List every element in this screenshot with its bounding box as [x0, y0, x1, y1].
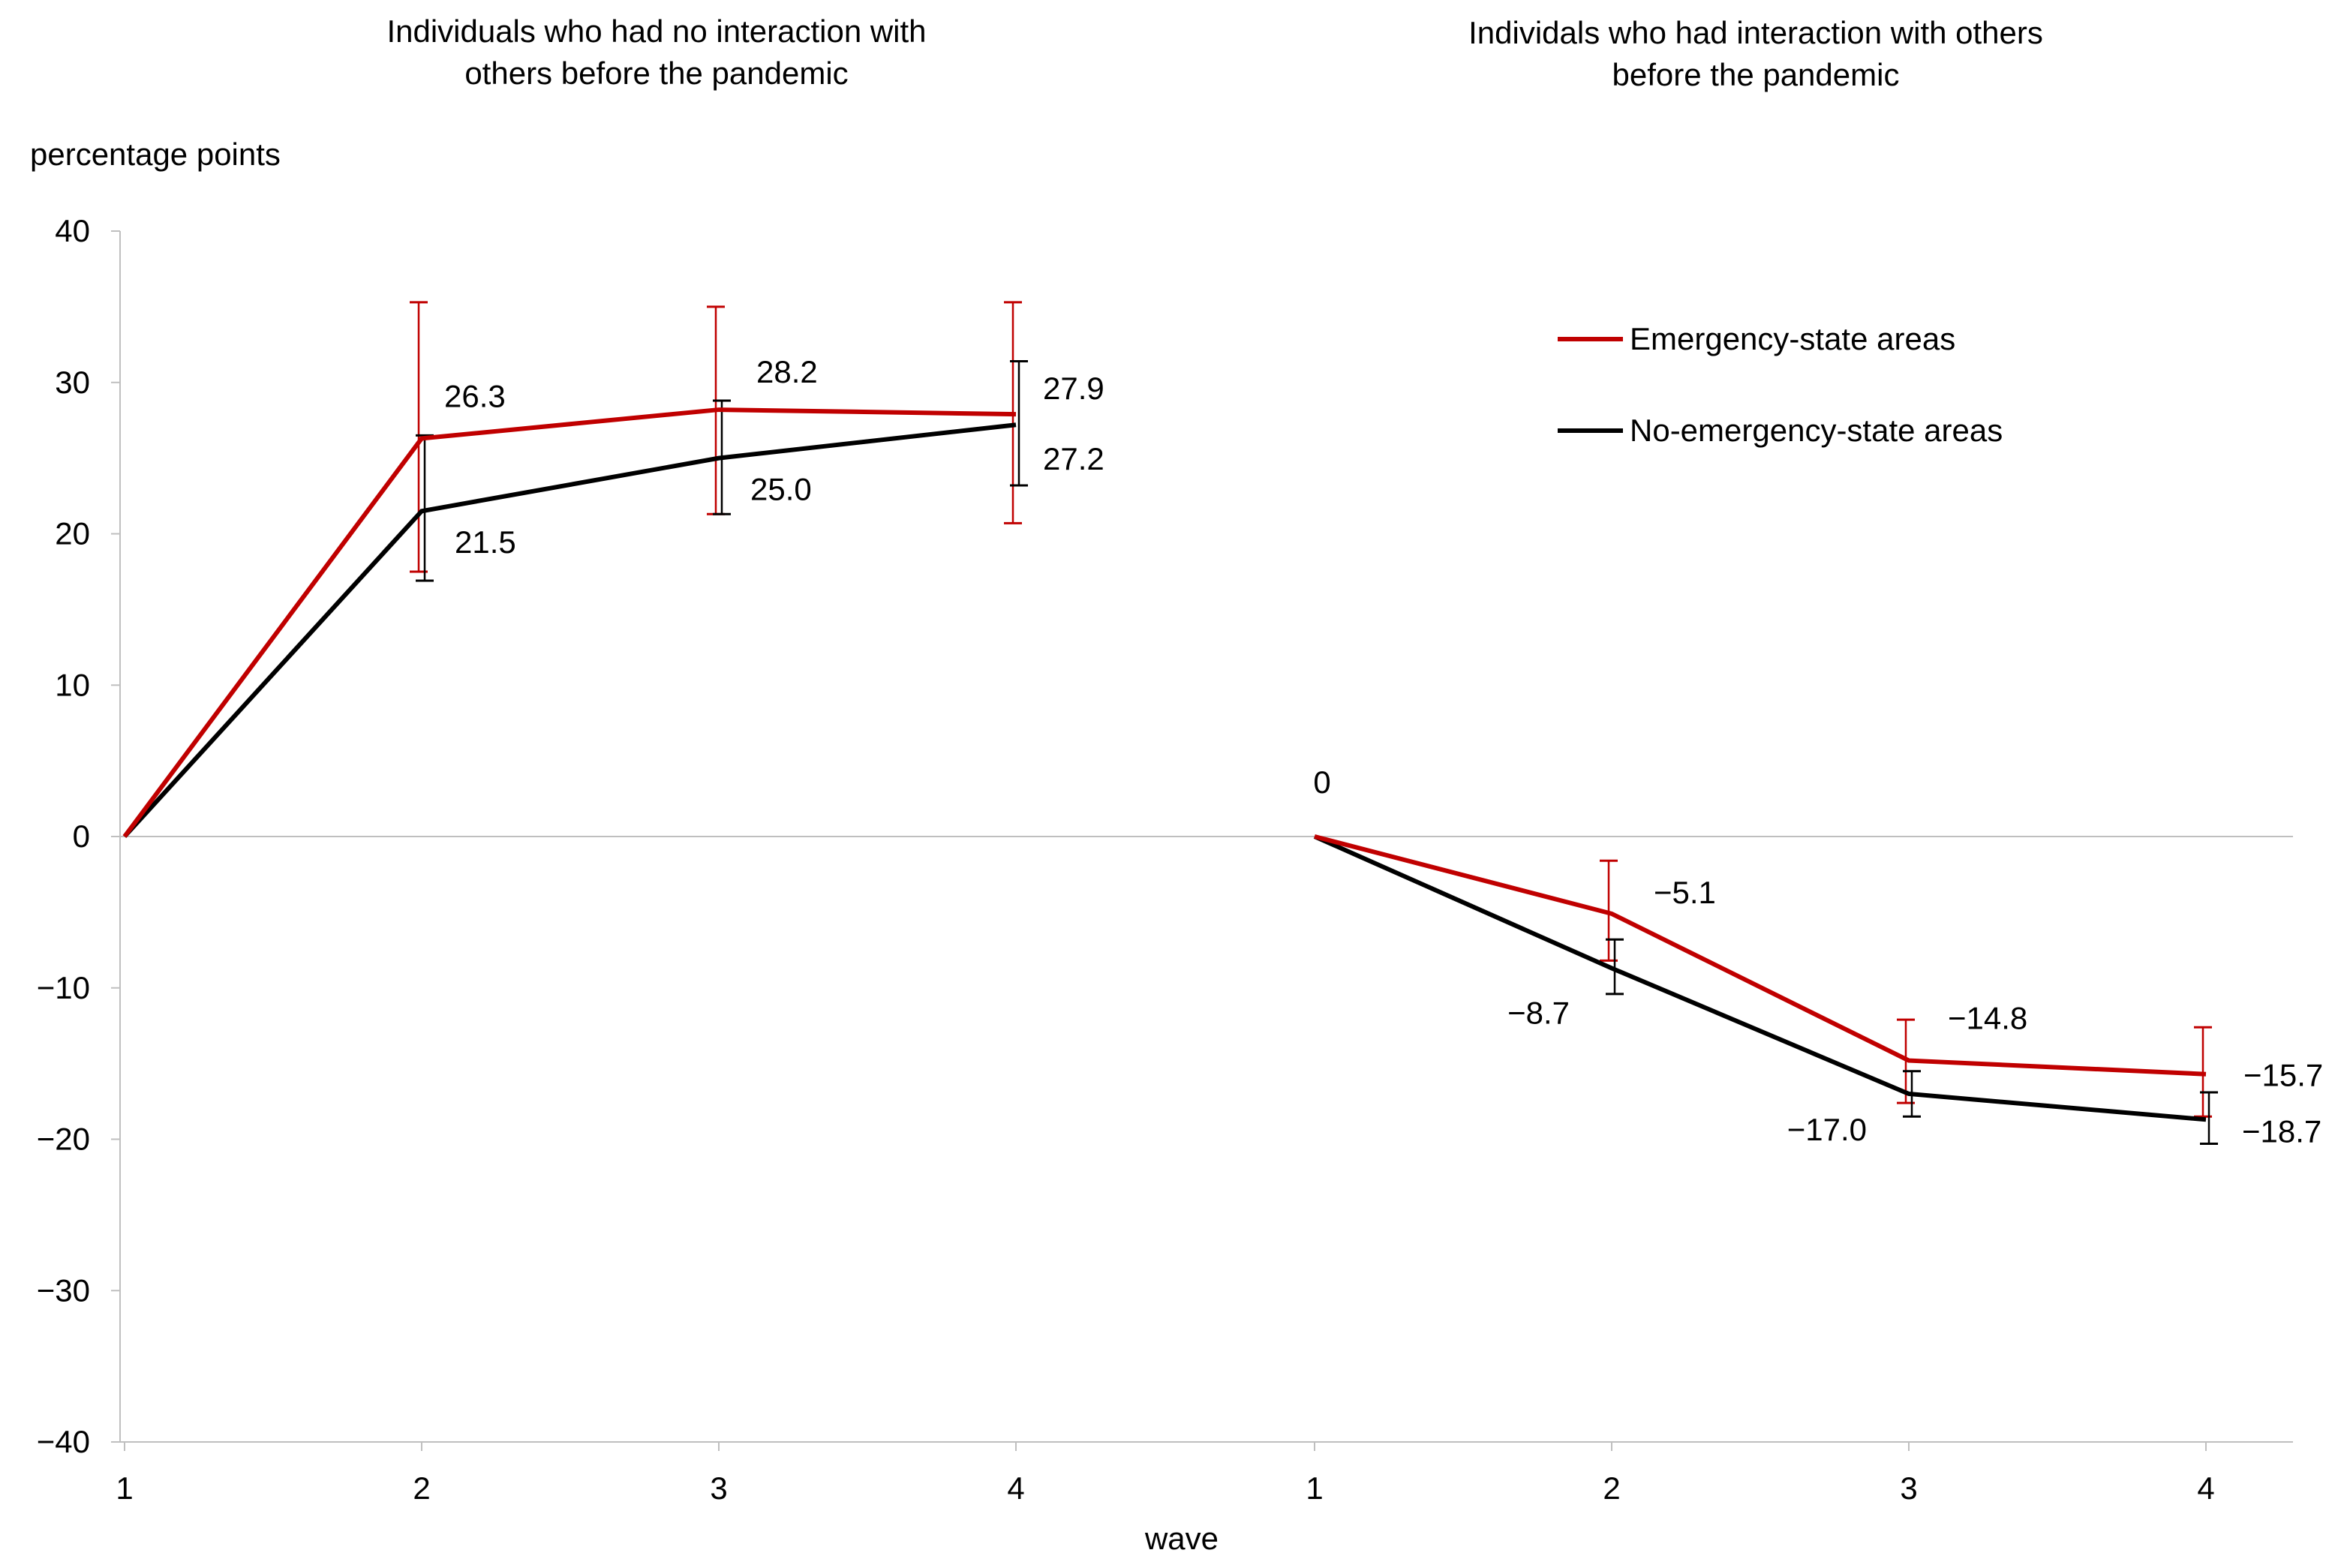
data-label: 27.2 [1043, 441, 1104, 476]
y-tick-label: −20 [37, 1122, 90, 1157]
data-label: −18.7 [2242, 1113, 2321, 1149]
y-axis-title: percentage points [30, 137, 281, 172]
data-labels: 26.3 28.2 27.9 21.5 25.0 27.2 0 −5.1 −14.8 −15.7 −… [444, 354, 2323, 1149]
x-tick-label: 3 [1900, 1470, 1917, 1506]
y-tick-label: 0 [73, 819, 90, 854]
data-label: 27.9 [1043, 371, 1104, 406]
panel-1-title-line-2: others before the pandemic [464, 56, 848, 91]
legend: Emergency-state areas No-emergency-state… [1558, 321, 2003, 448]
y-ticks: 40 30 20 10 0 −10 −20 −30 −40 [37, 213, 120, 1459]
data-label: −17.0 [1787, 1112, 1867, 1147]
data-label: 0 [1313, 764, 1330, 800]
x-tick-label: 2 [1603, 1470, 1620, 1506]
y-tick-label: 20 [55, 516, 90, 551]
series-line-no-emergency-panel-1 [122, 422, 1017, 839]
series-lines [122, 407, 2207, 1122]
x-tick-label: 4 [1007, 1470, 1024, 1506]
series-line-emergency-panel-1 [122, 407, 1017, 838]
x-tick-label: 3 [710, 1470, 727, 1506]
y-tick-label: −10 [37, 970, 90, 1005]
data-label: 28.2 [756, 354, 818, 389]
panel-2-title-line-2: before the pandemic [1612, 57, 1900, 92]
x-tick-label: 1 [1306, 1470, 1323, 1506]
data-label: −14.8 [1948, 1001, 2027, 1036]
panel-1-title-line-1: Individuals who had no interaction with [386, 14, 926, 49]
legend-label-no-emergency: No-emergency-state areas [1630, 413, 2003, 448]
y-tick-label: −40 [37, 1424, 90, 1459]
y-tick-label: −30 [37, 1272, 90, 1308]
data-label: −15.7 [2243, 1058, 2323, 1093]
data-label: 25.0 [750, 472, 812, 507]
x-tick-label: 2 [413, 1470, 430, 1506]
data-label: −8.7 [1507, 996, 1570, 1031]
legend-label-emergency: Emergency-state areas [1630, 321, 1955, 356]
y-tick-label: 30 [55, 365, 90, 400]
panel-2-title-line-1: Individals who had interaction with othe… [1468, 15, 2043, 50]
series-line-no-emergency-panel-2 [1313, 834, 2207, 1122]
data-label: 21.5 [455, 524, 516, 560]
series-line-emergency-panel-2 [1314, 834, 2207, 1077]
y-tick-label: 40 [55, 213, 90, 248]
x-tick-label: 4 [2197, 1470, 2214, 1506]
data-label: 26.3 [444, 378, 506, 413]
x-tick-label: 1 [116, 1470, 133, 1506]
x-axis-title: wave [1144, 1521, 1219, 1556]
panel-titles: Individuals who had no interaction with … [386, 14, 2042, 92]
data-label: −5.1 [1654, 875, 1716, 910]
x-ticks: 1 2 3 4 1 2 3 4 [116, 1442, 2215, 1506]
y-tick-label: 10 [55, 667, 90, 702]
